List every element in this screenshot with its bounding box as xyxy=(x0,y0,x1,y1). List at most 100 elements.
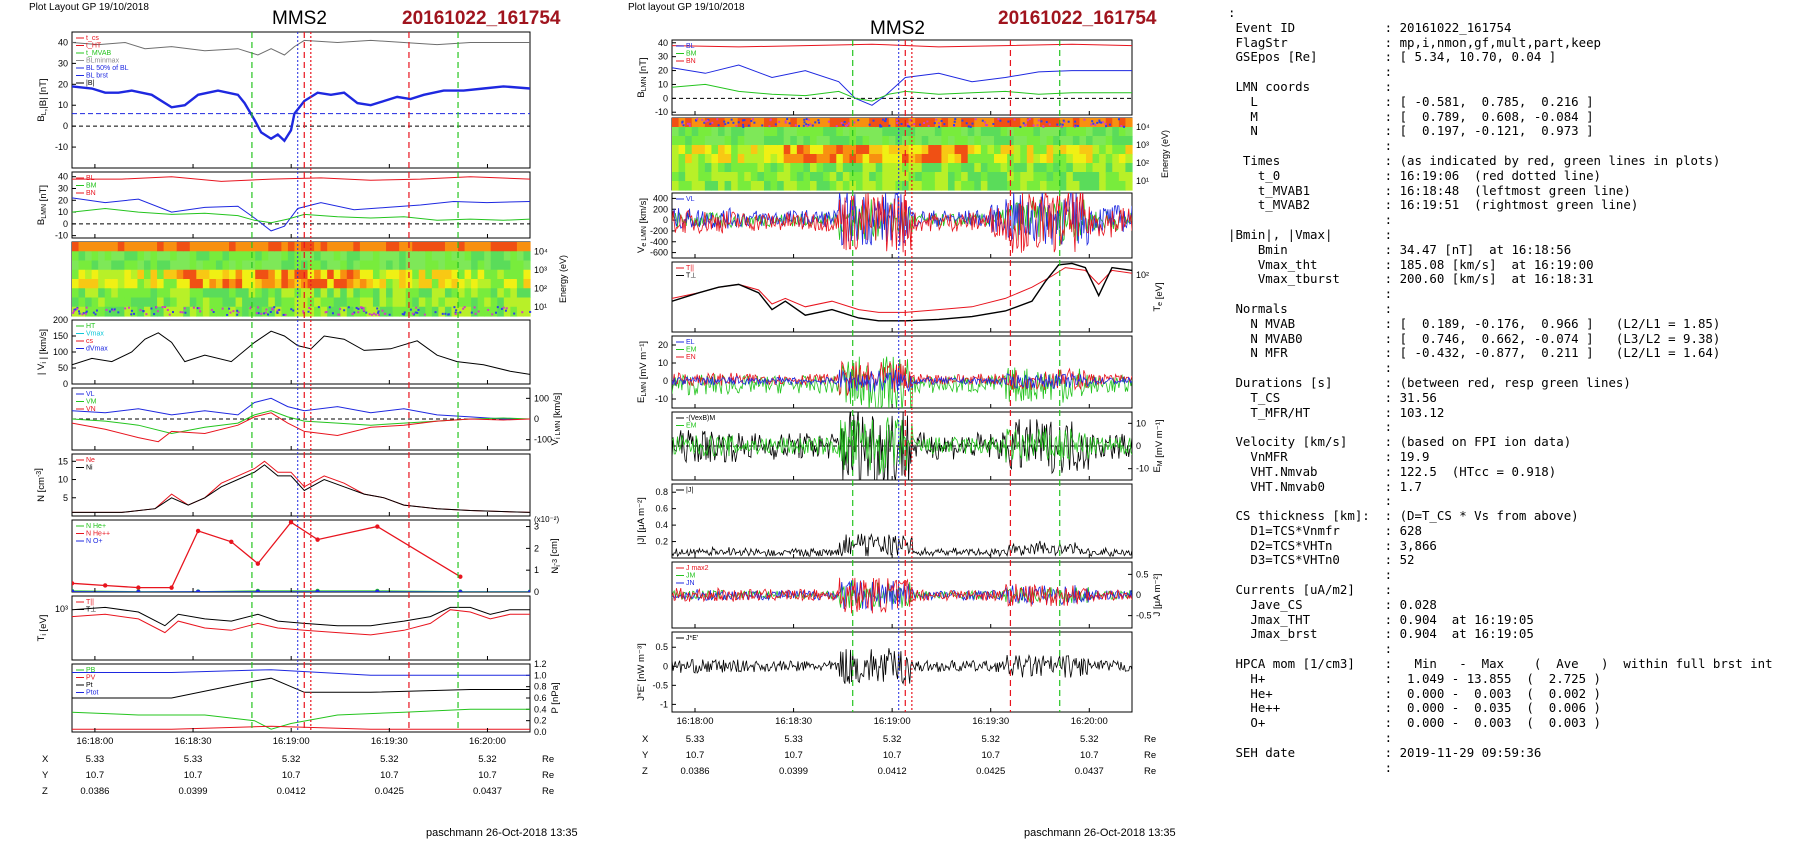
spectro-cell xyxy=(915,172,923,182)
spectro-speck xyxy=(737,121,740,124)
spectro-cell xyxy=(346,306,354,317)
spectro-cell xyxy=(954,163,962,173)
spectro-speck xyxy=(933,122,936,125)
y-tick-label: 100 xyxy=(53,347,68,357)
spectro-cell xyxy=(451,260,459,271)
spectro-speck xyxy=(981,119,984,122)
spectro-cell xyxy=(183,297,191,308)
spectro-cell xyxy=(888,136,897,146)
ephemeris-label: X xyxy=(42,754,49,765)
spectro-cell xyxy=(823,163,831,173)
spectro-cell xyxy=(724,136,732,146)
spectro-speck xyxy=(845,124,848,127)
spectro-cell xyxy=(1026,118,1035,128)
spectro-cell xyxy=(967,118,975,128)
spectro-cell xyxy=(1099,154,1107,164)
spectro-cell xyxy=(327,279,335,289)
spectro-cell xyxy=(790,136,798,146)
spectro-speck xyxy=(872,119,875,122)
spectro-cell xyxy=(1118,163,1127,173)
spectro-speck xyxy=(971,122,974,125)
spectro-cell xyxy=(757,181,765,191)
spectro-speck xyxy=(210,308,213,311)
spectro-cell xyxy=(340,242,348,252)
spectro-cell xyxy=(902,145,910,155)
y-tick-label: 0 xyxy=(1136,590,1141,600)
spectro-cell xyxy=(163,242,171,252)
spectro-speck xyxy=(447,313,450,316)
spectro-cell xyxy=(215,297,224,308)
spectro-cell xyxy=(143,251,152,262)
right-plot-header: Plot layout GP 19/10/2018 xyxy=(628,2,745,13)
spectro-cell xyxy=(1072,118,1081,128)
spectro-speck xyxy=(1091,120,1094,123)
spectro-cell xyxy=(704,145,713,155)
spectro-cell xyxy=(980,172,989,182)
spectro-cell xyxy=(490,297,498,308)
y-tick-label: 30 xyxy=(58,184,68,194)
legend-label: VN xyxy=(86,406,96,413)
spectro-cell xyxy=(908,154,916,164)
spectro-cell xyxy=(764,181,772,191)
spectro-cell xyxy=(796,127,805,137)
spectro-cell xyxy=(307,279,315,289)
series-line xyxy=(72,725,530,730)
spectro-speck xyxy=(360,306,363,309)
series-marker xyxy=(255,561,261,566)
series-line xyxy=(672,193,1132,247)
spectro-cell xyxy=(875,181,883,191)
spectro-cell xyxy=(176,279,184,289)
spectro-cell xyxy=(372,260,381,271)
spectro-speck xyxy=(681,121,684,124)
spectro-speck xyxy=(161,306,164,309)
info-line: SEH date : 2019-11-29 09:59:36 xyxy=(1228,744,1542,760)
spectro-cell xyxy=(750,154,759,164)
spectro-speck xyxy=(441,312,444,315)
spectro-cell xyxy=(1059,172,1067,182)
series-line xyxy=(672,356,1132,408)
spectro-cell xyxy=(255,279,263,289)
spectro-cell xyxy=(248,306,256,317)
spectro-speck xyxy=(444,312,447,315)
spectro-cell xyxy=(314,288,322,299)
spectro-cell xyxy=(176,260,184,271)
spectro-cell xyxy=(98,269,106,280)
spectro-cell xyxy=(202,269,210,280)
spectro-cell xyxy=(418,269,426,280)
spectro-cell xyxy=(987,127,995,137)
spectro-speck xyxy=(1007,120,1010,123)
spectro-cell xyxy=(1112,181,1120,191)
spectro-cell xyxy=(790,172,798,182)
y-tick-label: 0.6 xyxy=(655,504,668,514)
spectro-cell xyxy=(1118,127,1127,137)
ephemeris-label: Z xyxy=(642,766,648,777)
spectro-cell xyxy=(1053,127,1061,137)
spectrogram xyxy=(72,242,532,317)
spectro-speck xyxy=(73,308,76,311)
info-line: |Bmin|, |Vmax| : xyxy=(1228,226,1393,242)
spectro-cell xyxy=(366,251,374,262)
spectro-cell xyxy=(987,136,995,146)
spectro-cell xyxy=(399,260,407,271)
spectro-speck xyxy=(229,311,232,314)
spectro-cell xyxy=(294,306,302,317)
spectro-cell xyxy=(287,279,296,289)
spectro-speck xyxy=(228,307,231,310)
spectro-cell xyxy=(1059,136,1067,146)
y-tick-label: -1 xyxy=(660,699,668,709)
spectro-cell xyxy=(974,136,982,146)
spectro-speck xyxy=(784,120,787,123)
info-line: : xyxy=(1228,360,1393,376)
spectro-cell xyxy=(523,306,531,317)
spectro-speck xyxy=(818,121,821,124)
spectro-speck xyxy=(470,311,473,314)
spectro-cell xyxy=(372,269,381,280)
spectro-cell xyxy=(711,172,719,182)
spectro-cell xyxy=(1040,145,1048,155)
spectro-cell xyxy=(954,136,962,146)
info-line: D2=TCS*VHTn : 3,866 xyxy=(1228,537,1437,553)
panel-ylabel: ELMN [mV m⁻¹] xyxy=(636,341,649,403)
spectro-cell xyxy=(1066,127,1074,137)
series-line xyxy=(672,648,1132,685)
spectro-cell xyxy=(471,279,479,289)
